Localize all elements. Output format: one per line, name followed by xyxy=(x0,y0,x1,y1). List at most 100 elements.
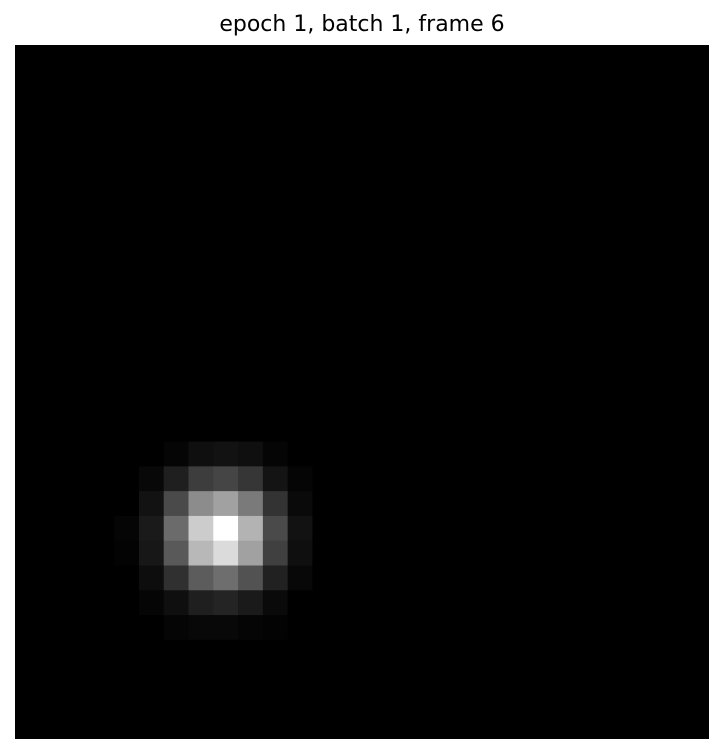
heatmap-cell xyxy=(39,590,66,616)
heatmap-cell xyxy=(337,689,363,715)
heatmap-cell xyxy=(138,292,165,319)
heatmap-cell xyxy=(535,193,561,219)
heatmap-cell xyxy=(411,615,437,641)
heatmap-cell xyxy=(510,416,536,443)
heatmap-cell xyxy=(188,45,214,71)
heatmap-cell xyxy=(560,515,586,542)
heatmap-cell xyxy=(485,45,512,71)
heatmap-cell xyxy=(461,491,487,517)
heatmap-cell xyxy=(684,268,709,294)
heatmap-cell xyxy=(213,168,239,195)
heatmap-cell xyxy=(15,218,41,244)
heatmap-cell xyxy=(510,441,536,467)
heatmap-cell xyxy=(386,639,413,666)
heatmap-cell xyxy=(609,45,636,71)
heatmap-cell xyxy=(485,268,512,294)
heatmap-cell xyxy=(213,243,239,269)
heatmap-cell xyxy=(287,168,313,195)
heatmap-cell xyxy=(634,416,660,443)
heatmap-cell xyxy=(659,540,685,566)
heatmap-cell xyxy=(411,168,437,195)
heatmap-cell xyxy=(238,292,264,319)
heatmap-cell xyxy=(262,466,289,492)
heatmap-cell xyxy=(436,144,462,170)
heatmap-cell xyxy=(386,94,413,120)
heatmap-cell xyxy=(634,392,660,418)
heatmap-cell xyxy=(659,268,685,294)
heatmap-cell xyxy=(89,94,115,120)
heatmap-cell xyxy=(262,367,289,393)
heatmap-cell xyxy=(436,639,462,666)
heatmap-cell xyxy=(89,615,115,641)
heatmap-cell xyxy=(411,144,437,170)
heatmap-cell xyxy=(436,218,462,244)
heatmap-cell xyxy=(188,168,214,195)
heatmap-cell xyxy=(188,565,214,591)
heatmap-cell xyxy=(684,317,709,343)
heatmap-cell xyxy=(362,168,388,195)
heatmap-cell xyxy=(535,565,561,591)
heatmap-cell xyxy=(64,491,90,517)
heatmap-cell xyxy=(485,144,512,170)
heatmap-cell xyxy=(535,342,561,368)
heatmap-cell xyxy=(535,639,561,666)
heatmap-cell xyxy=(585,664,611,690)
heatmap-cell xyxy=(535,119,561,145)
heatmap-cell xyxy=(560,168,586,195)
heatmap-cell xyxy=(188,416,214,443)
heatmap-cell xyxy=(337,69,363,96)
heatmap-cell xyxy=(634,268,660,294)
heatmap-cell xyxy=(560,218,586,244)
heatmap-cell xyxy=(337,342,363,368)
heatmap-cell xyxy=(585,689,611,715)
heatmap-cell xyxy=(560,292,586,319)
heatmap-cell xyxy=(461,689,487,715)
heatmap-cell xyxy=(535,441,561,467)
heatmap-cell xyxy=(585,515,611,542)
heatmap-cell xyxy=(312,491,338,517)
heatmap-cell xyxy=(609,491,636,517)
heatmap-cell xyxy=(535,615,561,641)
heatmap-cell xyxy=(89,144,115,170)
heatmap-cell xyxy=(436,292,462,319)
heatmap-cell xyxy=(163,392,189,418)
heatmap-cell xyxy=(213,416,239,443)
heatmap-cell xyxy=(114,565,140,591)
heatmap-cell xyxy=(114,168,140,195)
heatmap-cell xyxy=(163,466,189,492)
heatmap-cell xyxy=(213,664,239,690)
heatmap-cell xyxy=(15,664,41,690)
heatmap-cell xyxy=(684,565,709,591)
heatmap-cell xyxy=(337,491,363,517)
heatmap-cell xyxy=(461,392,487,418)
heatmap-cell xyxy=(287,590,313,616)
heatmap-cell xyxy=(485,615,512,641)
heatmap-cell xyxy=(89,416,115,443)
heatmap-cell xyxy=(411,193,437,219)
heatmap-cell xyxy=(535,243,561,269)
heatmap-cell xyxy=(609,466,636,492)
heatmap-cell xyxy=(634,218,660,244)
heatmap-cell xyxy=(262,639,289,666)
heatmap-cell xyxy=(287,317,313,343)
heatmap-cell xyxy=(15,317,41,343)
heatmap-cell xyxy=(262,491,289,517)
heatmap-cell xyxy=(659,491,685,517)
heatmap-cell xyxy=(138,664,165,690)
heatmap-cell xyxy=(510,466,536,492)
heatmap-cell xyxy=(510,515,536,542)
heatmap-cell xyxy=(64,689,90,715)
heatmap-cell xyxy=(39,491,66,517)
heatmap-cell xyxy=(560,714,586,739)
heatmap-cell xyxy=(238,416,264,443)
heatmap-cell xyxy=(138,540,165,566)
heatmap-cell xyxy=(386,243,413,269)
heatmap-cell xyxy=(213,441,239,467)
heatmap-cell xyxy=(337,441,363,467)
heatmap-cell xyxy=(634,466,660,492)
heatmap-cell xyxy=(287,119,313,145)
heatmap-cell xyxy=(39,367,66,393)
heatmap-cell xyxy=(609,292,636,319)
heatmap-cell xyxy=(312,540,338,566)
heatmap-cell xyxy=(312,441,338,467)
